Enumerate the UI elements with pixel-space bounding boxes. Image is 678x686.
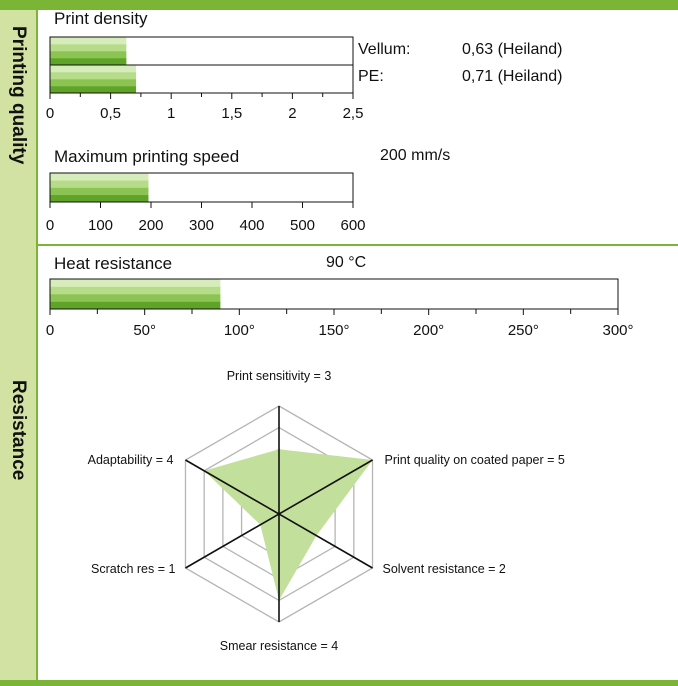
speed-tick-label: 200: [138, 217, 163, 234]
heat-bar: [50, 279, 221, 310]
radar-axis: [185, 459, 373, 569]
speed-tick-label: 400: [239, 217, 264, 234]
radar-value-area: [204, 449, 373, 601]
section-divider: [38, 244, 678, 246]
density-tick-label: 2: [288, 105, 296, 122]
density-bar-1: [50, 65, 137, 94]
vellum-label: Vellum:: [358, 41, 411, 58]
heat-tick-label: 0: [46, 322, 54, 339]
density-tick-label: 0,5: [100, 105, 121, 122]
bottom-accent-bar: [0, 680, 678, 686]
vellum-value-label: 0,63 (Heiland): [462, 41, 563, 58]
speed-tick-label: 500: [290, 217, 315, 234]
density-bar-0: [50, 37, 127, 66]
heat-tick-label: 300°: [602, 322, 633, 339]
rail-border: [36, 10, 38, 680]
section-rail: [0, 10, 36, 680]
density-tick-label: 1,5: [221, 105, 242, 122]
speed-tick-label: 0: [46, 217, 54, 234]
max-speed-value-label: 200 mm/s: [380, 147, 451, 164]
heat-tick-label: 100°: [224, 322, 255, 339]
density-tick-label: 1: [167, 105, 175, 122]
max-speed-title: Maximum printing speed: [54, 147, 240, 166]
radar-axis-label: Smear resistance = 4: [220, 639, 339, 653]
heat-resistance-value-label: 90 °C: [326, 254, 367, 271]
radar-axis-label: Print sensitivity = 3: [227, 369, 332, 383]
heat-resistance-title: Heat resistance: [54, 254, 173, 273]
radar-axis-label: Print quality on coated paper = 5: [385, 453, 565, 467]
top-accent-bar: [0, 0, 678, 10]
speed-bar: [50, 173, 149, 203]
radar-axis-label: Scratch res = 1: [91, 562, 175, 576]
speed-tick-label: 100: [88, 217, 113, 234]
radar-axis-label: Solvent resistance = 2: [383, 562, 506, 576]
speed-tick-label: 300: [189, 217, 214, 234]
density-tick-label: 0: [46, 105, 54, 122]
pe-value-label: 0,71 (Heiland): [462, 68, 563, 85]
heat-tick-label: 50°: [133, 322, 156, 339]
density-tick-label: 2,5: [343, 105, 364, 122]
radar-axis-label: Adaptability = 4: [88, 453, 174, 467]
pe-label: PE:: [358, 68, 384, 85]
print-density-title: Print density: [54, 9, 148, 28]
heat-tick-label: 200°: [413, 322, 444, 339]
speed-tick-label: 600: [340, 217, 365, 234]
heat-tick-label: 250°: [508, 322, 539, 339]
heat-tick-label: 150°: [318, 322, 349, 339]
